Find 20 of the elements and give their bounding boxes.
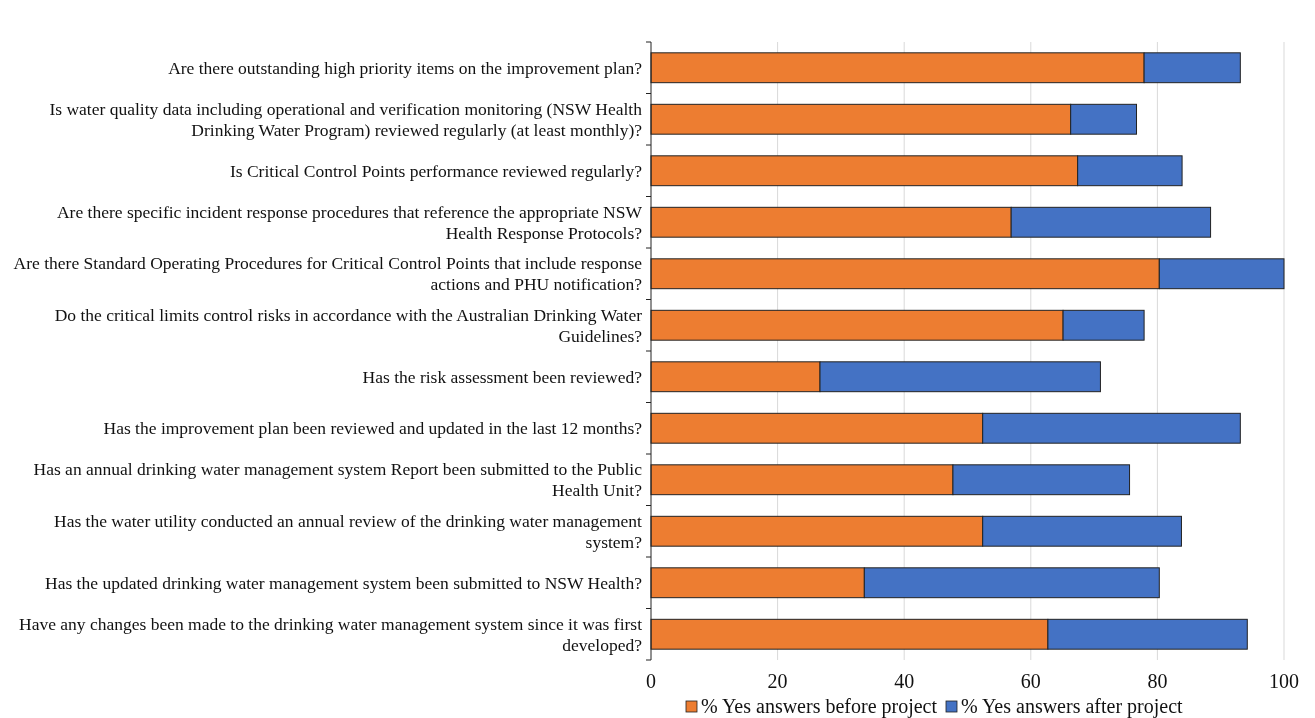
- x-tick-label: 40: [894, 670, 915, 692]
- y-tick-label: Is water quality data including operational and verification monitoring (NSW Health Drinking Water Program) reviewed regularly (at least monthly)?: [49, 98, 643, 140]
- y-tick-label: Has the updated drinking water management system been submitted to NSW Health?: [45, 572, 643, 593]
- y-tick-label: Do the critical limits control risks in accordance with the Australian Drinking Water Guidelines?: [54, 304, 643, 346]
- y-tick-label: Has the risk assessment been reviewed?: [362, 366, 643, 387]
- legend-label: % Yes answers before project: [701, 695, 938, 718]
- x-tick-label: 0: [646, 670, 656, 692]
- x-tick-label: 80: [1147, 670, 1168, 692]
- x-tick-label: 60: [1020, 670, 1041, 692]
- y-tick-label: Is Critical Control Points performance reviewed regularly?: [229, 160, 643, 181]
- y-tick-label: Are there outstanding high priority items on the improvement plan?: [168, 57, 643, 78]
- x-tick-label: 20: [767, 670, 788, 692]
- y-tick-label: Have any changes been made to the drinking water management system since it was first developed?: [19, 613, 643, 655]
- y-tick-label: Has an annual drinking water management system Report been submitted to the Public Health Unit?: [33, 459, 643, 501]
- y-tick-label: Are there Standard Operating Procedures for Critical Control Points that include response actions and PHU notification?: [13, 253, 643, 295]
- y-tick-label: Has the water utility conducted an annual review of the drinking water management system?: [54, 510, 643, 552]
- x-tick-label: 100: [1269, 670, 1299, 692]
- legend-label: % Yes answers after project: [961, 695, 1184, 718]
- y-tick-label: Are there specific incident response procedures that reference the appropriate NSW Health Response Protocols?: [56, 201, 643, 243]
- y-tick-label: Has the improvement plan been reviewed and updated in the last 12 months?: [103, 418, 643, 439]
